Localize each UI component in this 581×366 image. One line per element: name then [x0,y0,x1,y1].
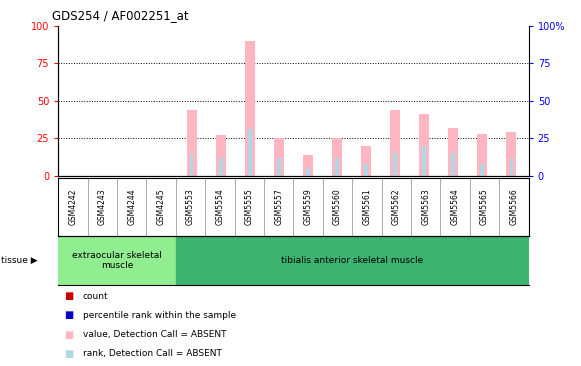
Bar [480,164,484,176]
Bar [187,110,197,176]
Text: rank, Detection Call = ABSENT: rank, Detection Call = ABSENT [83,349,221,358]
Text: tissue ▶: tissue ▶ [1,256,37,265]
Bar [419,114,429,176]
Bar [364,164,368,176]
Bar [303,155,313,176]
Bar [245,41,255,176]
Text: GSM5563: GSM5563 [421,188,431,225]
Text: GSM4244: GSM4244 [127,188,136,225]
Bar [510,158,513,176]
Text: ■: ■ [64,329,73,340]
Text: GSM5555: GSM5555 [245,188,254,225]
Bar [448,128,458,176]
Bar [451,153,455,176]
Bar [274,138,284,176]
Bar [277,158,281,176]
Text: value, Detection Call = ABSENT: value, Detection Call = ABSENT [83,330,226,339]
Text: GSM5559: GSM5559 [304,188,313,225]
Bar [506,132,517,176]
Text: percentile rank within the sample: percentile rank within the sample [83,311,236,320]
Bar [219,158,223,176]
Text: GSM5557: GSM5557 [274,188,283,225]
Text: ■: ■ [64,291,73,302]
Bar [58,236,175,285]
Text: GSM4243: GSM4243 [98,188,107,225]
Text: GSM5565: GSM5565 [480,188,489,225]
Text: count: count [83,292,108,301]
Text: GSM5554: GSM5554 [216,188,224,225]
Text: GSM4242: GSM4242 [69,188,77,225]
Text: GSM5564: GSM5564 [451,188,460,225]
Bar [335,158,339,176]
Bar [306,168,310,176]
Bar [393,153,397,176]
Bar [248,129,252,176]
Bar [216,135,226,176]
Text: GDS254 / AF002251_at: GDS254 / AF002251_at [52,9,189,22]
Bar [390,110,400,176]
Text: ■: ■ [64,348,73,359]
Text: GSM4245: GSM4245 [156,188,166,225]
Text: GSM5561: GSM5561 [363,188,371,225]
Bar [190,153,193,176]
Bar [477,134,487,176]
Bar [332,138,342,176]
Bar [175,236,529,285]
Text: GSM5562: GSM5562 [392,188,401,225]
Text: extraocular skeletal
muscle: extraocular skeletal muscle [72,251,162,270]
Text: GSM5566: GSM5566 [510,188,518,225]
Bar [361,146,371,176]
Text: tibialis anterior skeletal muscle: tibialis anterior skeletal muscle [281,256,424,265]
Text: GSM5560: GSM5560 [333,188,342,225]
Text: ■: ■ [64,310,73,321]
Bar [422,146,426,176]
Text: GSM5553: GSM5553 [186,188,195,225]
